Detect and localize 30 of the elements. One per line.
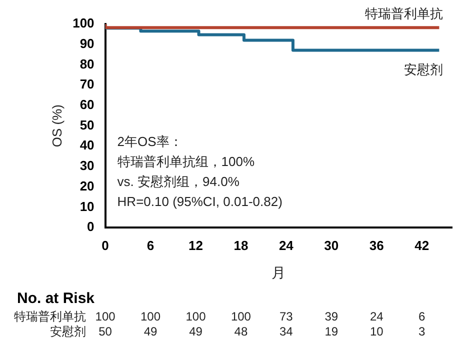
- y-tick-label: 90: [80, 36, 94, 51]
- annotation: 2年OS率：: [117, 134, 182, 150]
- series-label: 安慰剂: [404, 62, 444, 77]
- annotation: vs. 安慰剂组，94.0%: [117, 174, 240, 190]
- y-tick-label: 20: [80, 178, 94, 194]
- x-tick-label: 18: [234, 238, 248, 253]
- text: 安慰剂 50 49 49 48 34 19 10 3: [50, 324, 426, 338]
- y-tick-label: 100: [72, 16, 94, 31]
- x-tick-label: 36: [369, 238, 384, 253]
- series-label: 特瑞普利单抗: [365, 6, 444, 22]
- y-tick-label: 40: [80, 138, 94, 153]
- x-tick-label: 6: [146, 238, 154, 253]
- x-tick-label: 0: [102, 238, 109, 253]
- y-tick-label: 60: [80, 97, 94, 112]
- text: 特瑞普利单抗 100 100 100 100 73 39 24 6: [14, 309, 426, 324]
- y-tick-label: 80: [80, 56, 94, 72]
- annotation: 特瑞普利单抗组，100%: [117, 154, 255, 170]
- annotation: HR=0.10 (95%CI, 0.01-0.82): [117, 194, 282, 210]
- y-tick-label: 0: [87, 219, 94, 234]
- y-tick-label: 10: [80, 198, 94, 214]
- x-tick-label: 24: [278, 238, 294, 253]
- y-tick-label: 30: [80, 158, 94, 174]
- x-tick-label: 12: [188, 238, 203, 253]
- x-tick-label: 30: [324, 238, 339, 253]
- y-tick-label: 70: [80, 76, 94, 92]
- text: No. at Risk: [17, 290, 96, 308]
- y-axis-title: OS (%): [49, 104, 64, 148]
- y-tick-label: 50: [80, 117, 94, 132]
- x-tick-label: 42: [414, 238, 430, 253]
- x-axis-title: 月: [272, 264, 286, 280]
